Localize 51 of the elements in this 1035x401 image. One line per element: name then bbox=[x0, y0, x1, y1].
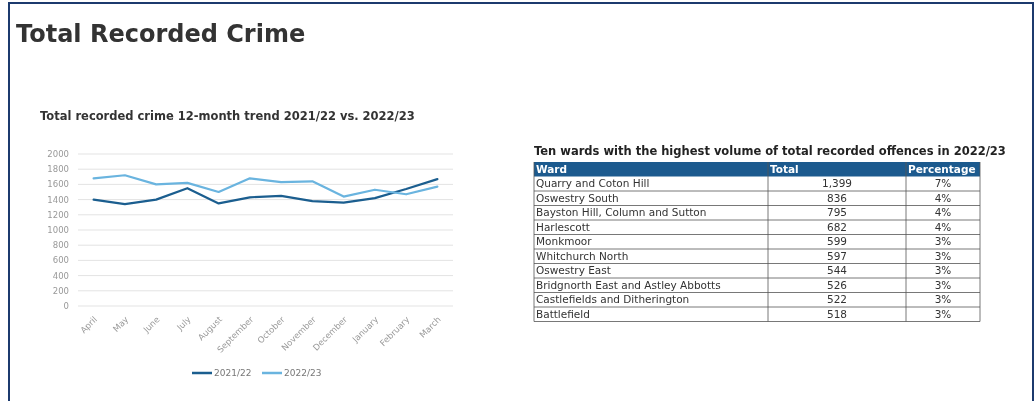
y-tick-label: 1400 bbox=[47, 194, 69, 205]
text: Ward bbox=[536, 162, 567, 175]
data-label: 544 bbox=[826, 264, 848, 277]
data-label: 836 bbox=[826, 191, 848, 204]
category-label: Bridgnorth East and Astley Abbotts bbox=[536, 278, 721, 291]
y-tick-label: 0 bbox=[63, 300, 69, 311]
text: Ten wards with the highest volume of total recorded offences in 2022/23 bbox=[534, 144, 1006, 158]
data-label: 522 bbox=[826, 293, 848, 306]
category-label: Bayston Hill, Column and Sutton bbox=[536, 206, 707, 219]
y-tick-label: 1800 bbox=[47, 164, 69, 175]
y-tick-label: 2000 bbox=[47, 148, 69, 159]
y-tick-label: 1200 bbox=[47, 209, 69, 220]
data-label: 682 bbox=[826, 220, 848, 233]
y-tick-label: 600 bbox=[52, 255, 69, 266]
category-label: Battlefield bbox=[536, 307, 590, 320]
y-tick-label: 200 bbox=[52, 285, 69, 296]
data-label: 597 bbox=[826, 249, 848, 262]
legend-label: 2021/22 bbox=[214, 368, 252, 379]
y-tick-label: 1000 bbox=[47, 224, 69, 235]
y-tick-label: 1600 bbox=[47, 179, 69, 190]
chart-title: Total Recorded Crime bbox=[16, 20, 306, 48]
data-label: 3% bbox=[934, 293, 952, 306]
y-tick-label: 400 bbox=[52, 270, 69, 281]
data-label: 599 bbox=[826, 235, 848, 248]
y-tick-label: 800 bbox=[52, 240, 69, 251]
category-label: Castlefields and Ditherington bbox=[536, 293, 690, 306]
category-label: Whitchurch North bbox=[536, 249, 629, 262]
text: Percentage bbox=[908, 162, 976, 175]
line-series bbox=[92, 177, 439, 206]
data-label: 518 bbox=[826, 307, 848, 320]
category-label: Harlescott bbox=[536, 220, 590, 233]
category-label: Quarry and Coton Hill bbox=[536, 177, 650, 190]
data-label: 526 bbox=[826, 278, 848, 291]
data-label: 7% bbox=[934, 177, 952, 190]
data-label: 3% bbox=[934, 278, 952, 291]
text: Total bbox=[770, 162, 799, 175]
data-label: 4% bbox=[934, 191, 952, 204]
data-label: 4% bbox=[934, 220, 952, 233]
data-label: 1,399 bbox=[821, 177, 853, 190]
data-label: 3% bbox=[934, 264, 952, 277]
data-label: 3% bbox=[934, 307, 952, 320]
category-label: Oswestry South bbox=[536, 191, 619, 204]
data-label: 3% bbox=[934, 249, 952, 262]
category-label: Oswestry East bbox=[536, 264, 611, 277]
category-label: Monkmoor bbox=[536, 235, 593, 248]
chart-subtitle: Total recorded crime 12-month trend 2021/22 vs. 2022/23 bbox=[40, 109, 415, 123]
legend-label: 2022/23 bbox=[284, 368, 322, 379]
data-label: 3% bbox=[934, 235, 952, 248]
data-label: 4% bbox=[934, 206, 952, 219]
data-label: 795 bbox=[826, 206, 848, 219]
line-series bbox=[92, 174, 439, 198]
